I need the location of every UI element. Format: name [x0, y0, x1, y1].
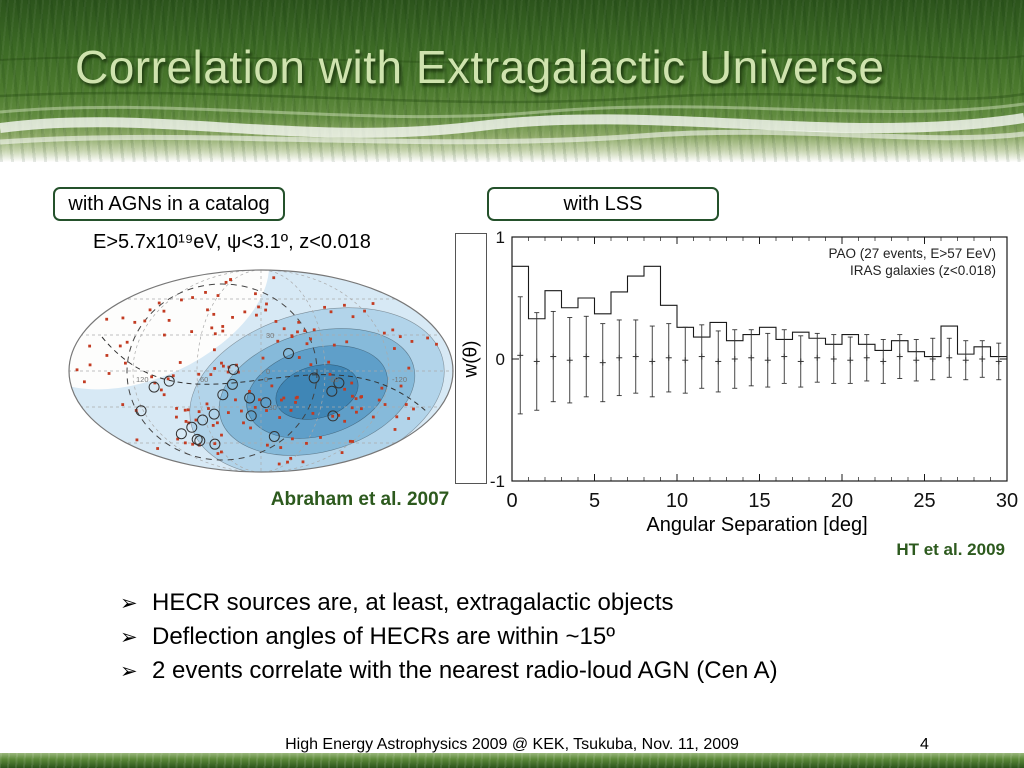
bullet-text: 2 events correlate with the nearest radi…	[152, 657, 778, 684]
page-number: 4	[920, 736, 929, 753]
svg-text:10: 10	[666, 490, 688, 512]
svg-text:-1: -1	[490, 472, 505, 491]
skymap-canvas: 120 60 0 -60 -120 30 0 -30	[24, 214, 460, 484]
skymap-figure: 120 60 0 -60 -120 30 0 -30	[24, 214, 460, 484]
agn-catalog-label-box: with AGNs in a catalog	[53, 187, 285, 221]
legend-line-pao: PAO (27 events, E>57 EeV)	[828, 246, 996, 261]
y-axis-label: w(θ)	[460, 340, 482, 377]
correlation-chart-figure: 0 5 10 15 20 25 30 1 0 -1	[486, 228, 1024, 524]
bullet-item: ➢ 2 events correlate with the nearest ra…	[120, 654, 960, 688]
bullet-list: ➢ HECR sources are, at least, extragalac…	[120, 586, 960, 688]
page-title: Correlation with Extragalactic Universe	[75, 41, 885, 93]
svg-text:0: 0	[496, 350, 505, 369]
svg-text:20: 20	[831, 490, 853, 512]
legend-line-iras: IRAS galaxies (z<0.018)	[850, 263, 996, 278]
svg-text:5: 5	[589, 490, 600, 512]
svg-text:30: 30	[266, 331, 274, 340]
bullet-arrow-icon: ➢	[120, 660, 138, 683]
lss-label: with LSS	[563, 192, 643, 215]
svg-text:0: 0	[266, 367, 270, 376]
svg-text:0: 0	[264, 375, 268, 384]
y-axis-label-box: w(θ)	[455, 233, 487, 484]
svg-text:15: 15	[748, 490, 770, 512]
svg-text:60: 60	[200, 375, 208, 384]
svg-text:0: 0	[506, 490, 517, 512]
selection-criteria-text: E>5.7x10¹⁹eV, ψ<3.1º, z<0.018	[93, 231, 371, 253]
x-axis-label: Angular Separation [deg]	[646, 514, 868, 536]
chart-legend: PAO (27 events, E>57 EeV) IRAS galaxies …	[700, 245, 996, 279]
svg-text:-60: -60	[328, 375, 339, 384]
bottom-bar	[0, 753, 1024, 768]
svg-text:-30: -30	[266, 403, 277, 412]
agn-catalog-label: with AGNs in a catalog	[68, 192, 270, 215]
bullet-text: HECR sources are, at least, extragalacti…	[152, 589, 674, 616]
bullet-text: Deflection angles of HECRs are within ~1…	[152, 623, 615, 650]
svg-text:-120: -120	[392, 375, 407, 384]
bullet-arrow-icon: ➢	[120, 626, 138, 649]
footer-text: High Energy Astrophysics 2009 @ KEK, Tsu…	[285, 736, 739, 753]
header-banner: Correlation with Extragalactic Universe	[0, 0, 1024, 162]
svg-text:1: 1	[496, 228, 505, 247]
lss-label-box: with LSS	[487, 187, 719, 221]
svg-text:30: 30	[996, 490, 1018, 512]
svg-text:25: 25	[913, 490, 935, 512]
bullet-item: ➢ Deflection angles of HECRs are within …	[120, 620, 960, 654]
bullet-arrow-icon: ➢	[120, 592, 138, 615]
svg-text:120: 120	[136, 375, 149, 384]
banner-texture	[0, 53, 1024, 145]
chart-caption: HT et al. 2009	[896, 540, 1005, 559]
bullet-item: ➢ HECR sources are, at least, extragalac…	[120, 586, 960, 620]
skymap-caption: Abraham et al. 2007	[270, 489, 450, 510]
